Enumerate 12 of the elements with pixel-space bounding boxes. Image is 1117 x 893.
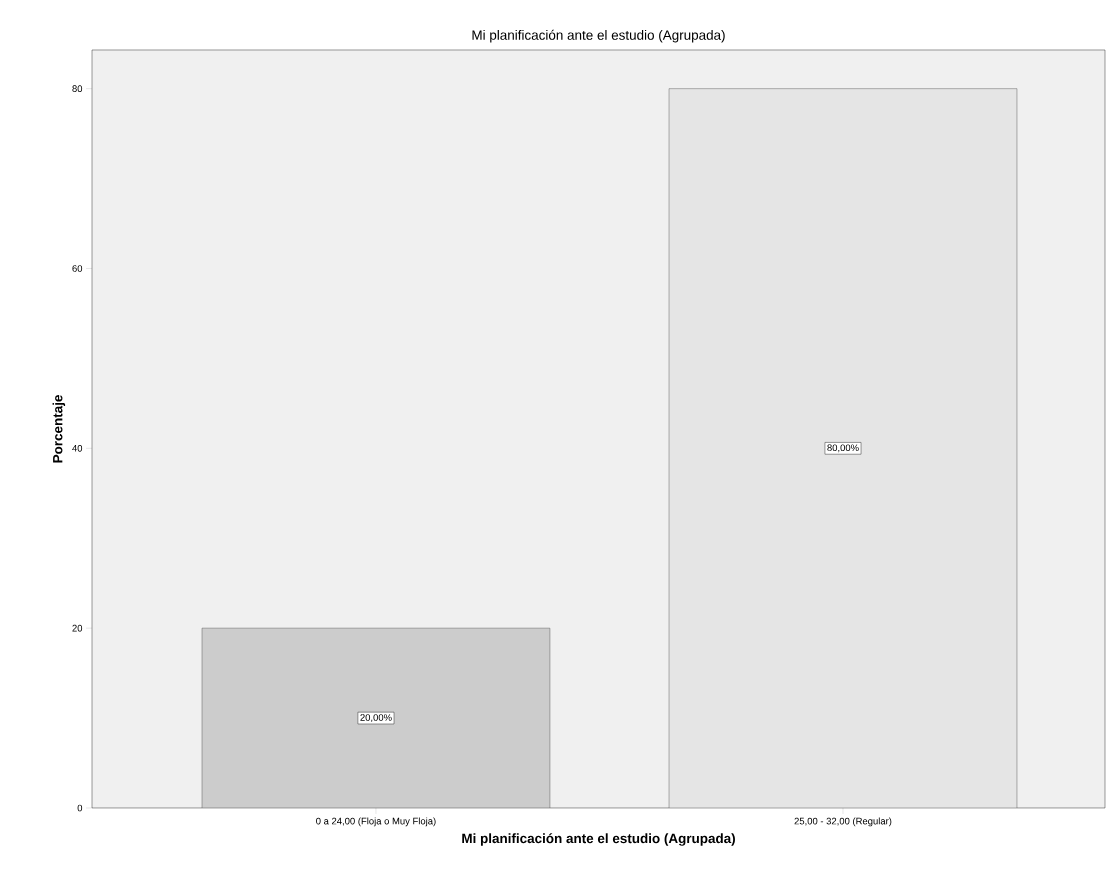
y-tick-label: 40 xyxy=(72,444,83,452)
chart-title: Mi planificación ante el estudio (Agrupada) xyxy=(472,29,725,43)
x-axis-title: Mi planificación ante el estudio (Agrupada) xyxy=(462,833,735,846)
y-axis-title: Porcentaje xyxy=(52,395,66,463)
x-tick-label: 0 a 24,00 (Floja o Muy Floja) xyxy=(316,817,436,827)
y-tick-label: 60 xyxy=(72,265,83,272)
data-label: 80,00% xyxy=(827,444,859,453)
y-tick-label: 80 xyxy=(72,85,83,92)
x-tick-label: 25,00 - 32,00 (Regular) xyxy=(794,817,892,827)
y-tick-label: 20 xyxy=(72,624,83,632)
y-tick-label: 0 xyxy=(77,804,83,812)
data-label: 20,00% xyxy=(360,714,392,722)
